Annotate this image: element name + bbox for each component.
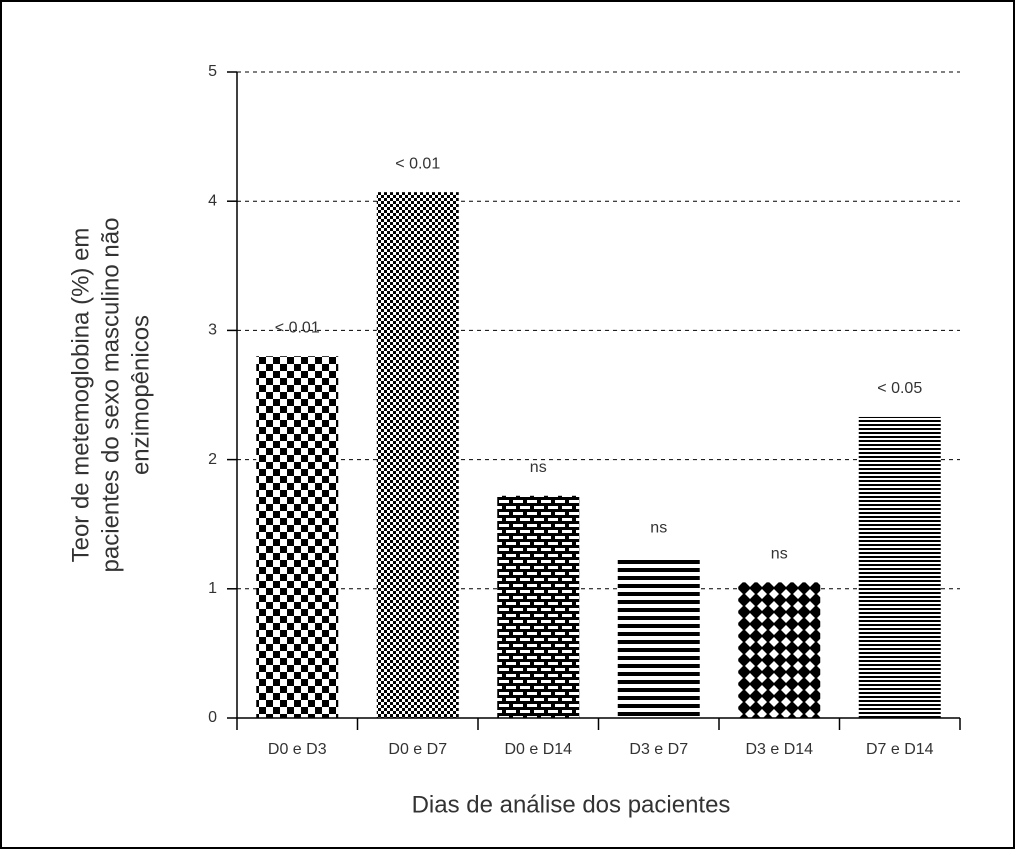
- y-tick-label: 0: [208, 709, 217, 726]
- bar: [738, 582, 821, 718]
- y-tick-label: 2: [208, 451, 217, 468]
- x-axis-title: Dias de análise dos pacientes: [412, 791, 731, 818]
- bar: [858, 416, 941, 718]
- bar: [617, 556, 700, 718]
- annotation: ns: [530, 459, 547, 476]
- y-axis-title-line: pacientes do sexo masculino não: [97, 218, 124, 573]
- x-tick-label: D3 e D7: [629, 741, 688, 758]
- bar: [497, 495, 580, 718]
- annotation: < 0.05: [877, 380, 922, 397]
- x-tick-label: D0 e D3: [268, 741, 327, 758]
- bar: [256, 356, 339, 718]
- y-tick-label: 5: [208, 63, 217, 80]
- annotation: ns: [771, 546, 788, 563]
- y-tick-label: 3: [208, 322, 217, 339]
- y-axis-title: Teor de metemoglobina (%) em pacientes d…: [67, 218, 154, 573]
- y-axis-title-line: enzimopênicos: [127, 315, 154, 475]
- x-tick-label: D3 e D14: [745, 741, 813, 758]
- bar: [376, 192, 459, 718]
- x-tick-label: D0 e D7: [388, 741, 447, 758]
- y-tick-label: 4: [208, 192, 217, 209]
- annotation: < 0.01: [395, 155, 440, 172]
- annotation: ns: [650, 520, 667, 537]
- x-tick-label: D7 e D14: [866, 741, 934, 758]
- y-tick-label: 1: [208, 580, 217, 597]
- x-tick-label: D0 e D14: [504, 741, 572, 758]
- annotation: < 0.01: [275, 319, 320, 336]
- y-axis-title-line: Teor de metemoglobina (%) em: [67, 228, 94, 563]
